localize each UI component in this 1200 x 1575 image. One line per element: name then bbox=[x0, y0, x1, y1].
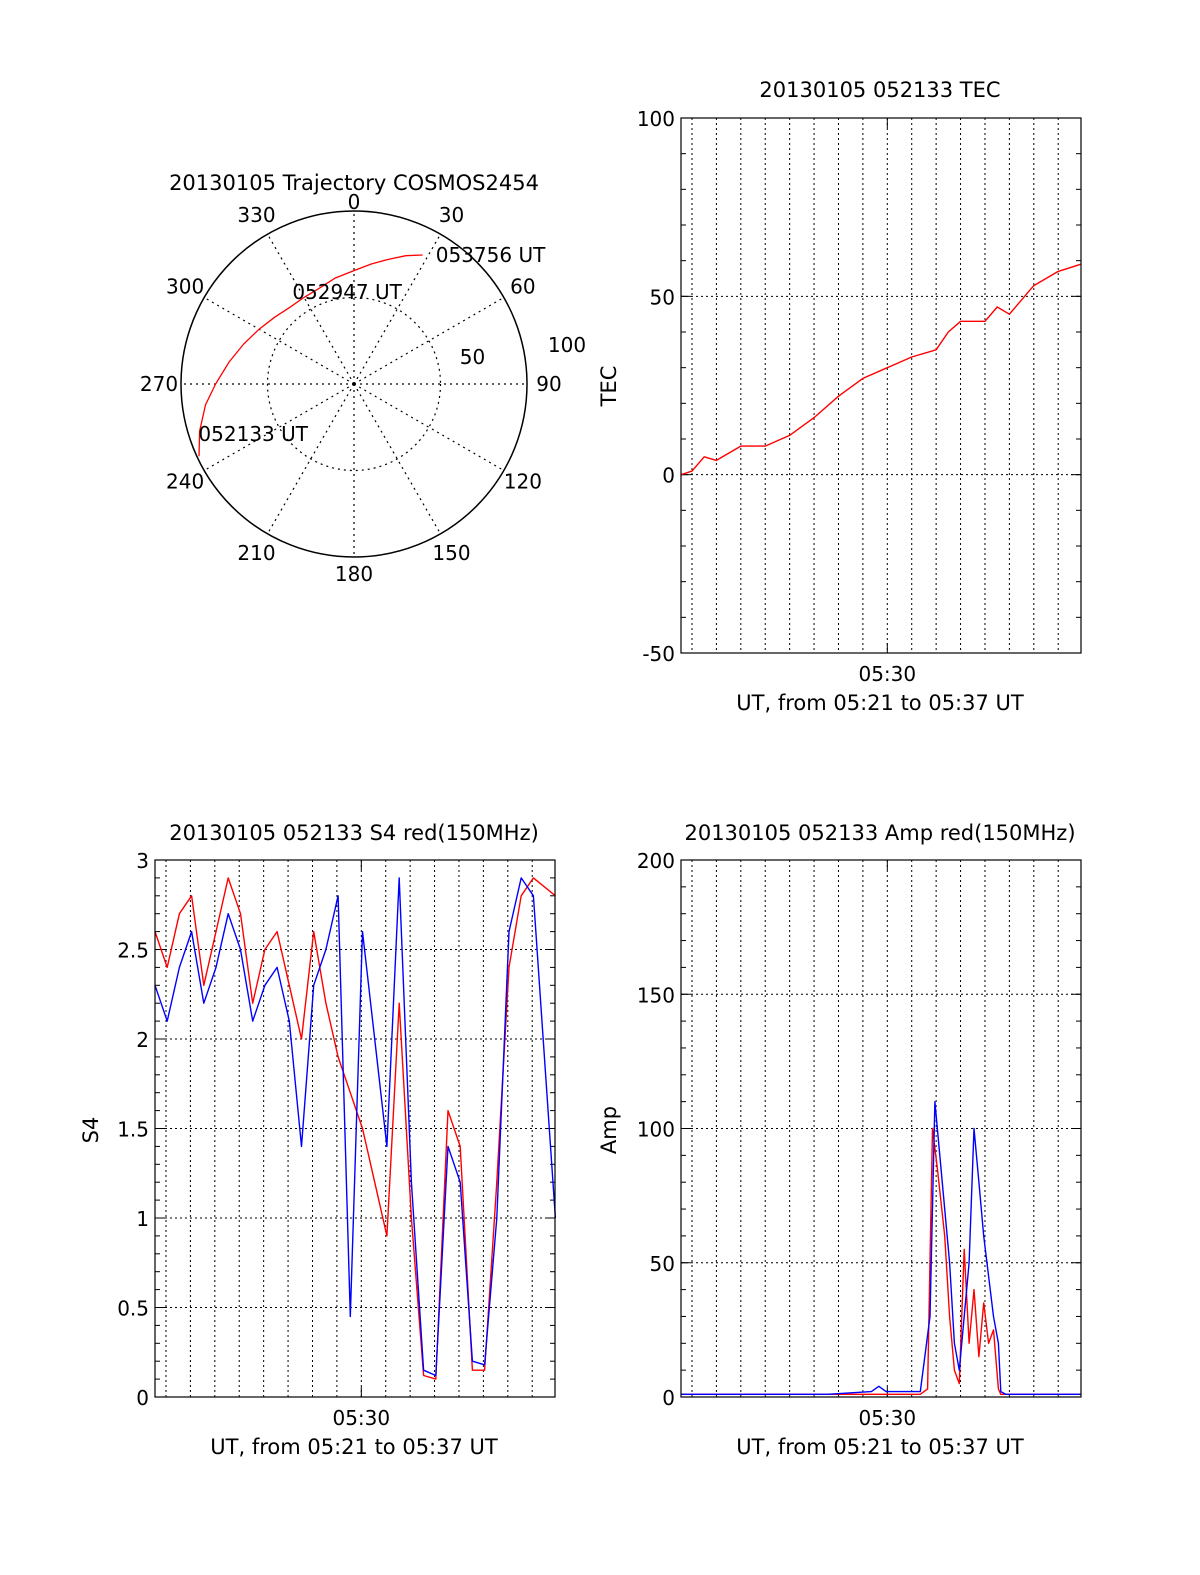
s4-plot-area: 3 2.5 2 1.5 1 0.5 0 05:30 bbox=[117, 849, 557, 1430]
amp-ylabel: Amp bbox=[597, 1106, 621, 1154]
plot-frame bbox=[680, 859, 1082, 1398]
polar-radial-labels: 100 50 bbox=[460, 333, 586, 369]
azimuth-label-330: 330 bbox=[237, 203, 275, 227]
polar-spoke-300 bbox=[203, 296, 355, 385]
x-tick-label: 05:30 bbox=[858, 662, 916, 686]
azimuth-label-300: 300 bbox=[166, 275, 204, 299]
polar-spoke-210 bbox=[266, 383, 355, 535]
y-tick-label: 150 bbox=[637, 983, 675, 1007]
polar-spoke-150 bbox=[353, 383, 442, 535]
y-tick-label: 50 bbox=[650, 285, 675, 309]
polar-spoke-60 bbox=[353, 296, 505, 385]
series-line-blue bbox=[681, 1101, 1082, 1395]
x-tick-label: 05:30 bbox=[332, 1406, 390, 1430]
y-tick-label: 0 bbox=[662, 464, 675, 488]
y-tick-label: 200 bbox=[637, 849, 675, 873]
radial-label-50: 50 bbox=[460, 345, 485, 369]
series-line-red bbox=[680, 263, 1082, 476]
polar-azimuth-labels: 0 30 60 90 120 150 180 210 240 270 300 330 bbox=[140, 190, 562, 586]
trajectory-series bbox=[198, 254, 423, 457]
tec-chart: 20130105 052133 TEC 100 50 0 -50 05:30 TEC U… bbox=[597, 78, 1082, 715]
y-tick-label: 100 bbox=[637, 107, 675, 131]
s4-xlabel: UT, from 05:21 to 05:37 UT bbox=[210, 1435, 498, 1459]
azimuth-label-270: 270 bbox=[140, 372, 178, 396]
azimuth-label-120: 120 bbox=[504, 470, 542, 494]
azimuth-label-150: 150 bbox=[432, 541, 470, 565]
azimuth-label-90: 90 bbox=[536, 372, 561, 396]
polar-spoke-330 bbox=[266, 233, 355, 385]
polar-outer-ring bbox=[180, 210, 528, 558]
s4-title: 20130105 052133 S4 red(150MHz) bbox=[169, 821, 539, 845]
y-tick-label: 3 bbox=[136, 849, 149, 873]
y-tick-label: -50 bbox=[642, 642, 675, 666]
amp-xlabel: UT, from 05:21 to 05:37 UT bbox=[736, 1435, 1024, 1459]
tec-plot-area: 100 50 0 -50 05:30 bbox=[637, 107, 1082, 686]
azimuth-label-60: 60 bbox=[510, 275, 535, 299]
radial-label-100: 100 bbox=[548, 333, 586, 357]
y-tick-label: 2 bbox=[136, 1028, 149, 1052]
azimuth-label-180: 180 bbox=[335, 562, 373, 586]
azimuth-label-210: 210 bbox=[237, 541, 275, 565]
s4-ylabel: S4 bbox=[79, 1117, 103, 1144]
y-tick-label: 100 bbox=[637, 1118, 675, 1142]
tec-title: 20130105 052133 TEC bbox=[759, 78, 1000, 102]
y-tick-label: 0 bbox=[136, 1386, 149, 1410]
polar-mid-ring bbox=[266, 296, 442, 472]
x-tick-label: 05:30 bbox=[858, 1406, 916, 1430]
trajectory-time-label-1: 052947 UT bbox=[292, 280, 402, 304]
trajectory-title: 20130105 Trajectory COSMOS2454 bbox=[169, 171, 539, 195]
azimuth-label-0: 0 bbox=[348, 190, 361, 214]
plot-frame bbox=[680, 117, 1082, 654]
s4-chart: 20130105 052133 S4 red(150MHz) 3 2.5 2 1.5 1… bbox=[79, 821, 557, 1459]
trajectory-time-label-0: 052133 UT bbox=[198, 422, 308, 446]
amp-plot-area: 200 150 100 50 0 05:30 bbox=[637, 849, 1082, 1430]
series-line-red bbox=[681, 1127, 1082, 1395]
polar-spoke-240 bbox=[203, 383, 355, 472]
amp-title: 20130105 052133 Amp red(150MHz) bbox=[684, 821, 1075, 845]
azimuth-label-30: 30 bbox=[439, 203, 464, 227]
polar-grid bbox=[180, 210, 528, 558]
amp-chart: 20130105 052133 Amp red(150MHz) 200 150 10… bbox=[597, 821, 1082, 1459]
trajectory-time-label-2: 053756 UT bbox=[436, 243, 546, 267]
tec-xlabel: UT, from 05:21 to 05:37 UT bbox=[736, 691, 1024, 715]
trajectory-annotations: 052133 UT 052947 UT 053756 UT bbox=[198, 243, 546, 446]
y-tick-label: 1.5 bbox=[117, 1118, 149, 1142]
y-tick-label: 2.5 bbox=[117, 939, 149, 963]
trajectory-chart: 20130105 Trajectory COSMOS2454 0 30 60 90 12… bbox=[140, 171, 586, 586]
y-tick-label: 0 bbox=[662, 1386, 675, 1410]
plot-frame bbox=[154, 859, 556, 1398]
y-tick-label: 1 bbox=[136, 1207, 149, 1231]
series-line-blue bbox=[154, 877, 557, 1377]
polar-spoke-30 bbox=[353, 233, 442, 385]
y-tick-label: 50 bbox=[650, 1252, 675, 1276]
polar-spoke-120 bbox=[353, 383, 505, 472]
tec-ylabel: TEC bbox=[597, 366, 621, 408]
series-line-red bbox=[154, 877, 556, 1380]
trajectory-line-0 bbox=[198, 254, 423, 457]
azimuth-label-240: 240 bbox=[166, 470, 204, 494]
y-tick-label: 0.5 bbox=[117, 1297, 149, 1321]
